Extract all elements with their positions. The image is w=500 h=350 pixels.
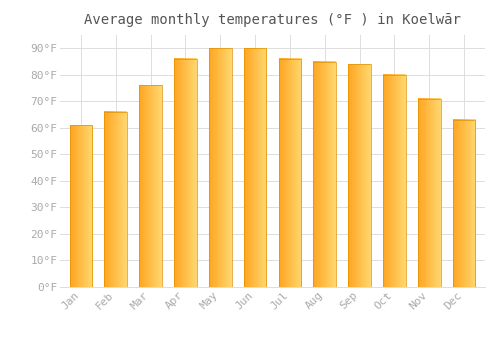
Bar [174, 59, 197, 287]
Bar [140, 85, 162, 287]
Bar [209, 48, 232, 287]
Bar [314, 62, 336, 287]
Bar [244, 48, 266, 287]
Bar [348, 64, 371, 287]
Bar [453, 120, 475, 287]
Bar [70, 125, 92, 287]
Bar [278, 59, 301, 287]
Bar [104, 112, 127, 287]
Title: Average monthly temperatures (°F ) in Koelwār: Average monthly temperatures (°F ) in Ko… [84, 13, 461, 27]
Bar [418, 99, 440, 287]
Bar [383, 75, 406, 287]
